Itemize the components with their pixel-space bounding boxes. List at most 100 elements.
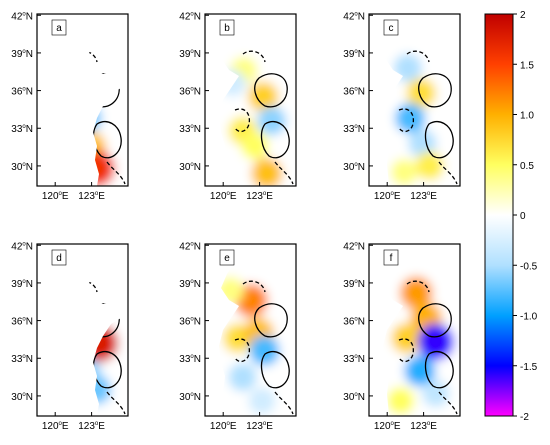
lat-tick-label: 30oN (11, 392, 33, 403)
contour-3 (274, 161, 294, 185)
anomaly-patch-6 (422, 379, 450, 408)
lat-tick-label: 39oN (343, 49, 365, 60)
contour-1 (424, 121, 454, 159)
panel-frame (36, 243, 129, 417)
anomaly-patch-5 (386, 386, 415, 415)
land-mask (205, 14, 251, 186)
contour-0 (418, 303, 452, 338)
colorbar-tick-label: 1.0 (520, 111, 534, 122)
anomaly-patch-0 (406, 78, 436, 108)
lat-tick-label: 42oN (179, 11, 201, 22)
colorbar-tick-label: 0.5 (520, 161, 534, 172)
lat-tick-label: 42oN (179, 241, 201, 252)
contour-2 (242, 280, 266, 293)
panel-tag-box (383, 19, 399, 36)
contour-1 (424, 351, 454, 389)
contour-3 (438, 161, 458, 185)
land-mask (369, 244, 415, 416)
lon-tick-label: 123oE (246, 191, 273, 202)
land-mask (205, 244, 251, 416)
anomaly-patch-3 (240, 131, 269, 160)
panel-tag: f (390, 253, 393, 264)
lat-tick-label: 36oN (179, 87, 201, 98)
contour-1 (260, 121, 290, 159)
lon-tick-label: 123oE (78, 191, 105, 202)
anomaly-patch-5 (257, 106, 287, 136)
contour-0 (418, 73, 452, 108)
anomaly-patch-2 (391, 322, 422, 354)
lat-tick-label: 33oN (11, 354, 33, 365)
lat-tick-label: 39oN (11, 49, 33, 60)
lon-tick-label: 120oE (374, 191, 401, 202)
lat-tick-label: 33oN (343, 124, 365, 135)
lat-tick-label: 39oN (343, 279, 365, 290)
contour-2 (406, 280, 430, 293)
panel-tag-box (51, 249, 67, 266)
panel-tag: b (224, 23, 230, 34)
lat-tick-label: 39oN (179, 49, 201, 60)
lon-tick-label: 120oE (374, 421, 401, 432)
colorbar: 2 1.5 1.0 0.5 0 -0.5 -1.0 -1.5 -2 (484, 10, 538, 423)
panel-frame (204, 243, 297, 417)
lat-tick-label: 36oN (343, 317, 365, 328)
panel-tag: e (224, 253, 230, 264)
panel-frame (204, 13, 297, 187)
anomaly-patch-4 (251, 157, 283, 186)
contour-3 (438, 391, 458, 415)
contour-lines (398, 50, 458, 185)
lon-tick-label: 120oE (42, 191, 69, 202)
contour-4 (398, 338, 415, 363)
lon-tick-label: 123oE (78, 421, 105, 432)
anomaly-patch-2 (395, 103, 426, 134)
lon-tick-label: 123oE (246, 421, 273, 432)
lat-tick-label: 30oN (11, 162, 33, 173)
lon-tick-label: 120oE (210, 191, 237, 202)
panel-tag-box (219, 19, 235, 36)
map-panel-d: d 42oN 39oN 36oN 33oN 30oN 120oE 123oE (11, 241, 129, 432)
lat-tick-label: 33oN (343, 354, 365, 365)
contour-2 (406, 50, 430, 63)
lat-tick-label: 42oN (343, 241, 365, 252)
lon-tick-label: 120oE (210, 421, 237, 432)
contour-3 (274, 391, 294, 415)
contour-4 (234, 338, 251, 363)
colorbar-ramp (484, 13, 514, 417)
lon-tick-label: 120oE (42, 421, 69, 432)
land-mask (37, 14, 125, 186)
anomaly-patch-3 (249, 335, 280, 366)
colorbar-tick-label: 2 (520, 10, 526, 21)
anomaly-patch-4 (415, 151, 445, 181)
lat-tick-label: 42oN (343, 11, 365, 22)
contour-4 (398, 108, 415, 133)
anomaly-patch-4 (228, 363, 257, 392)
anomaly-patch-0 (399, 276, 433, 310)
panel-tag-box (219, 249, 235, 266)
contour-lines (398, 280, 458, 415)
lat-tick-label: 30oN (179, 392, 201, 403)
contour-1 (260, 351, 290, 389)
panel-tag-box (383, 249, 399, 266)
colorbar-tick-label: -1.5 (520, 362, 538, 373)
contour-0 (254, 303, 288, 338)
lat-tick-label: 36oN (343, 87, 365, 98)
land-mask (37, 244, 125, 416)
panel-tag: a (56, 23, 62, 34)
panel-tag-box (51, 19, 67, 36)
panel-frame (368, 243, 461, 417)
anomaly-patch-5 (390, 158, 418, 186)
lat-tick-label: 33oN (11, 124, 33, 135)
lat-tick-label: 30oN (179, 162, 201, 173)
lat-tick-label: 36oN (179, 317, 201, 328)
lon-tick-label: 123oE (410, 421, 437, 432)
contour-0 (254, 73, 288, 108)
lat-tick-label: 33oN (179, 124, 201, 135)
contour-lines (234, 50, 294, 185)
lat-tick-label: 39oN (11, 279, 33, 290)
contour-4 (234, 108, 251, 133)
panel-tag: c (389, 23, 394, 34)
lat-tick-label: 30oN (343, 162, 365, 173)
lat-tick-label: 33oN (179, 354, 201, 365)
lat-tick-label: 36oN (11, 317, 33, 328)
map-panel-f: f 42oN 39oN 36oN 33oN 30oN 120oE 123oE (343, 241, 461, 432)
